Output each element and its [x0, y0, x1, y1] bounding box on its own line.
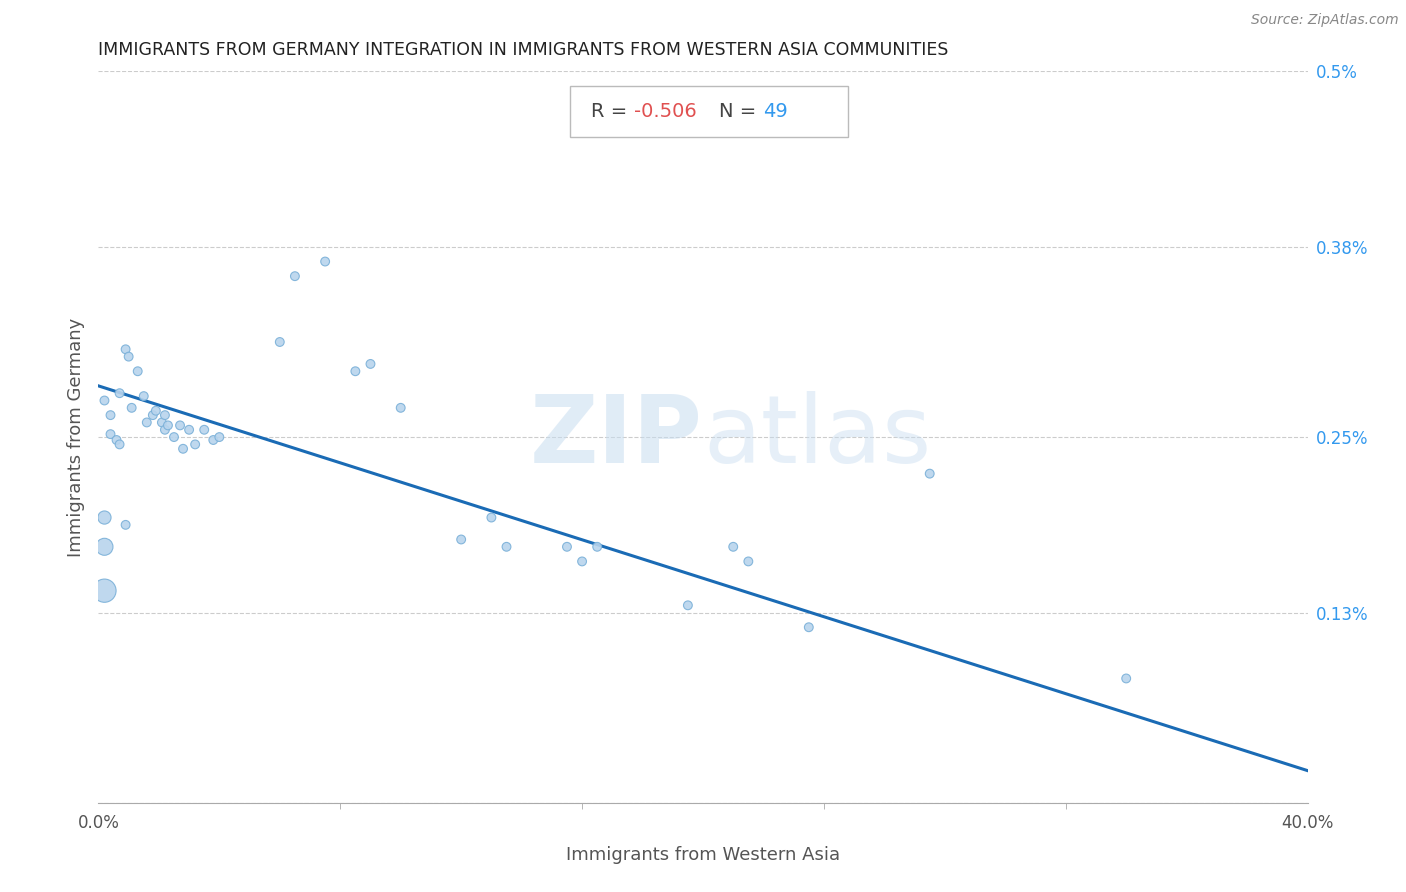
Point — [150, 416, 173, 430]
Text: 49: 49 — [763, 102, 789, 121]
Point — [676, 599, 699, 613]
Point — [202, 433, 225, 447]
Point — [153, 408, 176, 422]
Point — [145, 403, 167, 417]
Point — [93, 393, 115, 408]
Point — [193, 423, 215, 437]
Point — [118, 350, 141, 364]
Point — [153, 423, 176, 437]
Text: N =: N = — [718, 102, 762, 121]
Text: atlas: atlas — [703, 391, 931, 483]
Point — [163, 430, 186, 444]
Point — [571, 554, 593, 568]
Point — [156, 418, 179, 433]
Point — [918, 467, 941, 481]
Text: R =: R = — [591, 102, 633, 121]
Text: -0.506: -0.506 — [634, 102, 697, 121]
Point — [723, 540, 745, 554]
Point — [135, 416, 157, 430]
Point — [360, 357, 382, 371]
Y-axis label: Immigrants from Germany: Immigrants from Germany — [66, 318, 84, 557]
Point — [184, 437, 207, 451]
Point — [737, 554, 759, 568]
Point — [284, 269, 307, 284]
FancyBboxPatch shape — [569, 86, 848, 137]
Point — [169, 418, 191, 433]
Point — [114, 343, 136, 357]
Point — [108, 386, 131, 401]
Text: ZIP: ZIP — [530, 391, 703, 483]
Point — [586, 540, 609, 554]
Point — [121, 401, 143, 415]
Point — [269, 334, 291, 349]
Point — [179, 423, 201, 437]
Point — [1115, 672, 1137, 686]
Point — [495, 540, 517, 554]
Point — [450, 533, 472, 547]
Point — [93, 540, 115, 554]
Point — [105, 433, 128, 447]
Point — [127, 364, 149, 378]
Point — [108, 437, 131, 451]
Point — [132, 389, 155, 403]
Point — [314, 254, 336, 268]
Point — [344, 364, 367, 378]
Point — [481, 510, 503, 524]
Point — [208, 430, 231, 444]
Point — [389, 401, 412, 415]
Point — [93, 510, 115, 524]
Point — [100, 408, 122, 422]
Point — [93, 583, 115, 598]
X-axis label: Immigrants from Western Asia: Immigrants from Western Asia — [567, 846, 839, 863]
Point — [142, 408, 165, 422]
Point — [172, 442, 194, 456]
Text: Source: ZipAtlas.com: Source: ZipAtlas.com — [1251, 13, 1399, 28]
Point — [100, 427, 122, 442]
Point — [114, 517, 136, 532]
Point — [555, 540, 578, 554]
Text: IMMIGRANTS FROM GERMANY INTEGRATION IN IMMIGRANTS FROM WESTERN ASIA COMMUNITIES: IMMIGRANTS FROM GERMANY INTEGRATION IN I… — [98, 41, 949, 59]
Point — [797, 620, 820, 634]
